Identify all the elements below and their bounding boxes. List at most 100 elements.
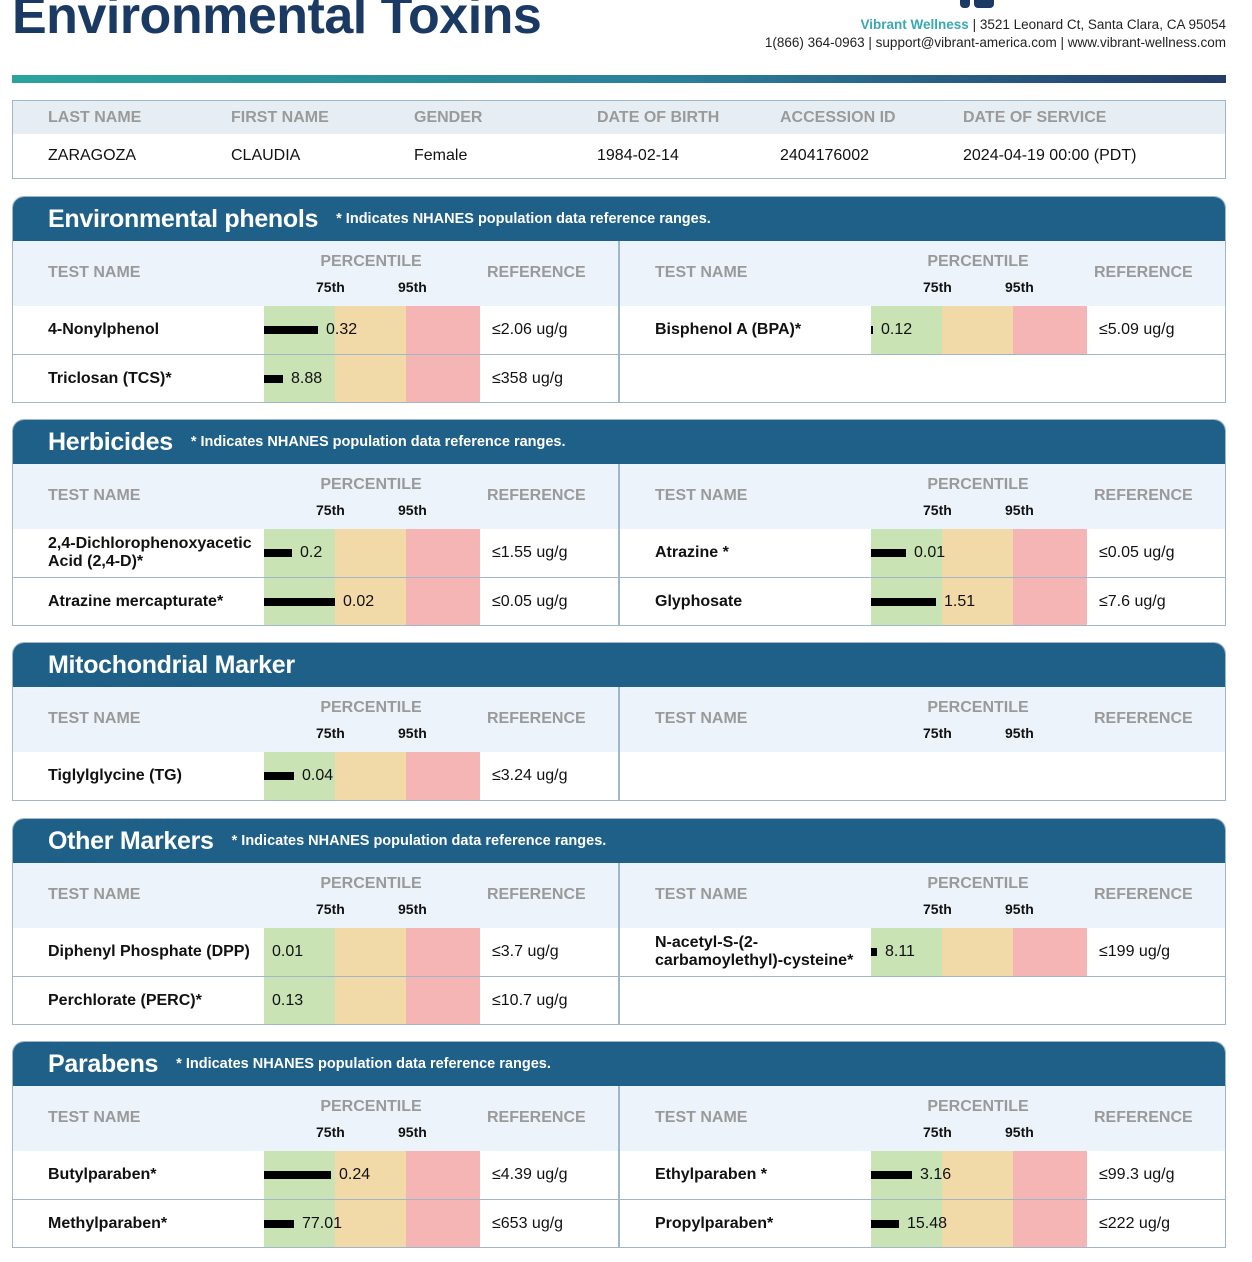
dob-value: 1984-02-14 (597, 147, 679, 164)
reference-header: REFERENCE (487, 886, 586, 903)
section-body: TEST NAME PERCENTILE 75th 95th REFERENCE 0.24… (13, 1086, 1225, 1247)
contact-line: 1(866) 364-0963 | support@vibrant-americ… (764, 35, 1226, 50)
column-header: TEST NAME PERCENTILE 75th 95th REFERENCE (13, 687, 618, 752)
section-panel: Herbicides * Indicates NHANES population … (12, 419, 1226, 626)
section-panel: Parabens * Indicates NHANES population da… (12, 1041, 1226, 1248)
p75-label: 75th (316, 1124, 345, 1140)
left-column: TEST NAME PERCENTILE 75th 95th REFERENCE 0.01… (13, 863, 620, 1024)
result-value: 8.88 (291, 369, 323, 387)
test-name-header: TEST NAME (655, 710, 748, 727)
reference-header: REFERENCE (1094, 710, 1193, 727)
result-row: 0.01 Atrazine * ≤0.05 ug/g (620, 529, 1225, 577)
address-text: | 3521 Leonard Ct, Santa Clara, CA 95054 (968, 17, 1226, 32)
result-row (620, 752, 1225, 800)
left-column: TEST NAME PERCENTILE 75th 95th REFERENCE 0.32… (13, 241, 620, 402)
reference-range: ≤2.06 ug/g (492, 321, 568, 338)
zone-elevated (335, 928, 406, 976)
section-title: Herbicides (48, 427, 173, 456)
p95-label: 95th (398, 725, 427, 741)
result-value: 1.51 (944, 592, 976, 610)
test-name-header: TEST NAME (48, 710, 141, 727)
p95-label: 95th (1005, 279, 1034, 295)
column-header: TEST NAME PERCENTILE 75th 95th REFERENCE (620, 687, 1225, 752)
percentile-bar (264, 772, 294, 780)
section-note: * Indicates NHANES population data refer… (231, 833, 607, 849)
result-row: 0.13 Perchlorate (PERC)* ≤10.7 ug/g (13, 976, 618, 1024)
right-column: TEST NAME PERCENTILE 75th 95th REFERENCE 8.11… (620, 863, 1225, 1024)
patient-header-row: LAST NAME FIRST NAME GENDER DATE OF BIRT… (13, 101, 1225, 134)
zone-normal (871, 306, 942, 354)
percentile-bar (871, 948, 877, 956)
percentile-header: PERCENTILE (320, 699, 422, 716)
column-header: TEST NAME PERCENTILE 75th 95th REFERENCE (13, 1086, 618, 1151)
reference-header: REFERENCE (1094, 1109, 1193, 1126)
percentile-header: PERCENTILE (320, 253, 422, 270)
result-row: 0.32 4-Nonylphenol ≤2.06 ug/g (13, 306, 618, 354)
result-row: 1.51 Glyphosate ≤7.6 ug/g (620, 577, 1225, 625)
zone-elevated (942, 928, 1013, 976)
left-column: TEST NAME PERCENTILE 75th 95th REFERENCE 0.04… (13, 687, 620, 800)
result-row: 0.24 Butylparaben* ≤4.39 ug/g (13, 1151, 618, 1199)
zone-elevated (335, 529, 406, 577)
test-name: 2,4-Dichlorophenoxyacetic Acid (2,4-D)* (48, 535, 252, 570)
section-panel: Other Markers * Indicates NHANES populati… (12, 818, 1226, 1025)
test-name-header: TEST NAME (48, 264, 141, 281)
p75-label: 75th (923, 725, 952, 741)
percentile-bar (264, 597, 335, 606)
reference-header: REFERENCE (487, 264, 586, 281)
test-name: Ethylparaben * (655, 1166, 768, 1183)
percentile-bar (871, 549, 906, 557)
last-name-value: ZARAGOZA (48, 147, 137, 164)
result-row: 0.04 Tiglylglycine (TG) ≤3.24 ug/g (13, 752, 618, 800)
result-row: 8.11 N-acetyl-S-(2-carbamoylethyl)-cystei… (620, 928, 1225, 976)
result-value: 0.12 (881, 321, 913, 338)
result-row: 15.48 Propylparaben* ≤222 ug/g (620, 1199, 1225, 1247)
section-body: TEST NAME PERCENTILE 75th 95th REFERENCE 0.01… (13, 863, 1225, 1024)
result-value: 77.01 (302, 1214, 343, 1232)
left-column: TEST NAME PERCENTILE 75th 95th REFERENCE 0.24… (13, 1086, 620, 1247)
patient-value-row: ZARAGOZA CLAUDIA Female 1984-02-14 24041… (13, 134, 1225, 178)
test-name: Butylparaben* (48, 1166, 157, 1183)
result-value: 0.2 (300, 544, 323, 561)
right-column: TEST NAME PERCENTILE 75th 95th REFERENCE 0.01… (620, 464, 1225, 625)
result-value: 0.02 (343, 592, 375, 610)
accession-label: ACCESSION ID (780, 108, 896, 126)
test-name: Propylparaben* (655, 1214, 774, 1232)
result-value: 0.01 (272, 943, 304, 960)
p75-label: 75th (923, 901, 952, 917)
first-name-label: FIRST NAME (231, 108, 329, 126)
result-row: 0.01 Diphenyl Phosphate (DPP) ≤3.7 ug/g (13, 928, 618, 976)
section-title: Parabens (48, 1049, 159, 1078)
p95-label: 95th (1005, 1124, 1034, 1140)
zone-high (406, 578, 480, 625)
reference-range: ≤5.09 ug/g (1099, 321, 1175, 338)
percentile-bar (871, 1171, 912, 1179)
test-name: Atrazine mercapturate* (48, 592, 224, 610)
logo-mark (960, 0, 994, 8)
reference-header: REFERENCE (1094, 487, 1193, 504)
percentile-bar (264, 1171, 331, 1179)
column-header: TEST NAME PERCENTILE 75th 95th REFERENCE (13, 241, 618, 306)
zone-elevated (942, 529, 1013, 577)
column-header: TEST NAME PERCENTILE 75th 95th REFERENCE (13, 464, 618, 529)
reference-range: ≤0.05 ug/g (492, 592, 568, 610)
result-value: 8.11 (885, 943, 915, 960)
test-name-header: TEST NAME (48, 1109, 141, 1126)
result-row: 0.12 Bisphenol A (BPA)* ≤5.09 ug/g (620, 306, 1225, 354)
accession-value: 2404176002 (780, 147, 869, 164)
zone-elevated (335, 355, 406, 402)
zone-high (406, 529, 480, 577)
p95-label: 95th (1005, 725, 1034, 741)
reference-range: ≤99.3 ug/g (1099, 1166, 1175, 1183)
test-name-header: TEST NAME (655, 1109, 748, 1126)
reference-range: ≤653 ug/g (492, 1214, 564, 1232)
zone-elevated (335, 977, 406, 1024)
zone-high (406, 928, 480, 976)
result-value: 0.32 (326, 321, 358, 338)
test-name: Methylparaben* (48, 1214, 168, 1232)
p95-label: 95th (1005, 502, 1034, 518)
section-header: Other Markers * Indicates NHANES populati… (13, 819, 1225, 863)
test-name: Diphenyl Phosphate (DPP) (48, 943, 250, 960)
result-row: 3.16 Ethylparaben * ≤99.3 ug/g (620, 1151, 1225, 1199)
p95-label: 95th (398, 502, 427, 518)
